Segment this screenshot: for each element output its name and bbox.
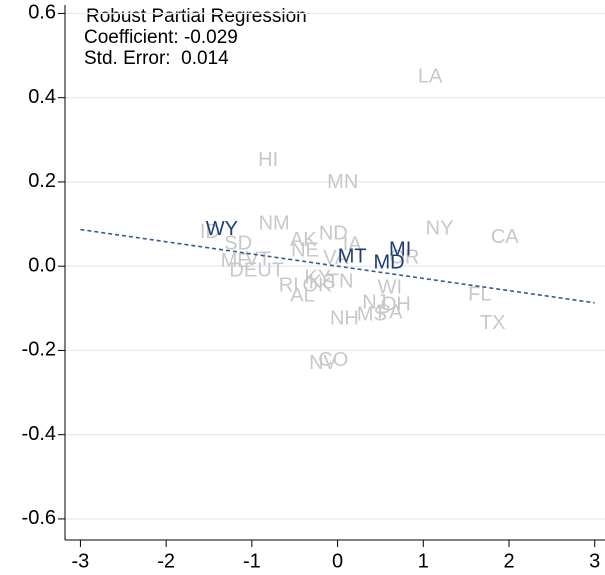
point-label: MD: [373, 252, 404, 274]
annotation: Std. Error: 0.014: [84, 48, 229, 69]
point-label: HI: [258, 149, 278, 171]
point-label: MT: [338, 246, 367, 268]
point-label: MI: [389, 238, 411, 260]
point-label: NV: [309, 352, 337, 374]
point-label: VA: [323, 247, 349, 269]
x-tick-label: 3: [589, 550, 600, 572]
point-label: ID: [200, 221, 220, 243]
point-label: AK: [290, 229, 317, 251]
point-label: FL: [468, 284, 491, 306]
y-tick-label: 0.6: [28, 2, 56, 24]
point-label: VT: [245, 249, 271, 271]
annotation: Robust Partial Regression: [86, 6, 307, 27]
point-label: OK: [303, 275, 333, 297]
point-label: MN: [327, 171, 358, 193]
point-label: TX: [480, 312, 506, 334]
point-label: WY: [206, 218, 238, 240]
point-label: KS: [309, 271, 336, 293]
point-label: WI: [378, 276, 402, 298]
point-label: NM: [259, 212, 290, 234]
point-label: NH: [330, 308, 359, 330]
plot: 0.6 0.4 0.2 0.0 -0.2 -0.4 -0.6 -3 -2 -1 0 1 2 3 LA HI MN…: [22, 2, 605, 572]
point-label: NE: [291, 239, 319, 261]
y-tick-label: -0.2: [22, 339, 56, 361]
point-label: KY: [305, 267, 332, 289]
point-label: PA: [377, 302, 403, 324]
y-tick-label: -0.6: [22, 507, 56, 529]
x-tick-label: -2: [157, 550, 175, 572]
point-label: UT: [257, 260, 284, 282]
point-label: ND: [319, 222, 348, 244]
point-label: CA: [491, 226, 519, 248]
point-label: IA: [343, 233, 363, 255]
y-tick-label: 0.2: [28, 170, 56, 192]
x-tick-label: 1: [418, 550, 429, 572]
point-label: TN: [327, 270, 354, 292]
annotation: Coefficient: -0.029: [84, 27, 238, 48]
point-label: NJ: [362, 292, 386, 314]
point-label: DE: [229, 260, 257, 282]
x-tick-label: -1: [243, 550, 261, 572]
x-tick-label: 0: [332, 550, 343, 572]
y-tick-label: -0.4: [22, 423, 56, 445]
point-label: RI: [279, 275, 299, 297]
x-tick-label: 2: [503, 550, 514, 572]
point-label: NY: [426, 217, 454, 239]
x-tick-label: -3: [72, 550, 90, 572]
fit-line: [80, 228, 595, 304]
y-tick-label: 0.0: [28, 254, 56, 276]
point-label: SD: [224, 233, 252, 255]
y-tick-label: 0.4: [28, 86, 56, 108]
point-label: ME: [221, 250, 251, 272]
point-label: MS: [357, 304, 387, 326]
point-label: LA: [418, 66, 443, 88]
point-label: OR: [389, 246, 419, 268]
point-label: CO: [318, 349, 348, 371]
point-label: AL: [290, 284, 314, 306]
point-label: OH: [381, 294, 411, 316]
